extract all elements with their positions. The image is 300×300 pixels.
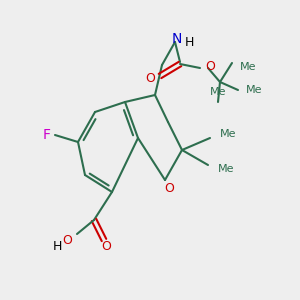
Text: O: O	[164, 182, 174, 194]
Text: H: H	[52, 239, 62, 253]
Text: N: N	[172, 32, 182, 46]
Text: O: O	[205, 59, 215, 73]
Text: Me: Me	[210, 87, 226, 97]
Text: O: O	[101, 241, 111, 254]
Text: Me: Me	[220, 129, 236, 139]
Text: O: O	[62, 233, 72, 247]
Text: F: F	[43, 128, 51, 142]
Text: O: O	[145, 71, 155, 85]
Text: Me: Me	[246, 85, 262, 95]
Text: H: H	[184, 35, 194, 49]
Text: Me: Me	[240, 62, 256, 72]
Text: Me: Me	[218, 164, 235, 174]
